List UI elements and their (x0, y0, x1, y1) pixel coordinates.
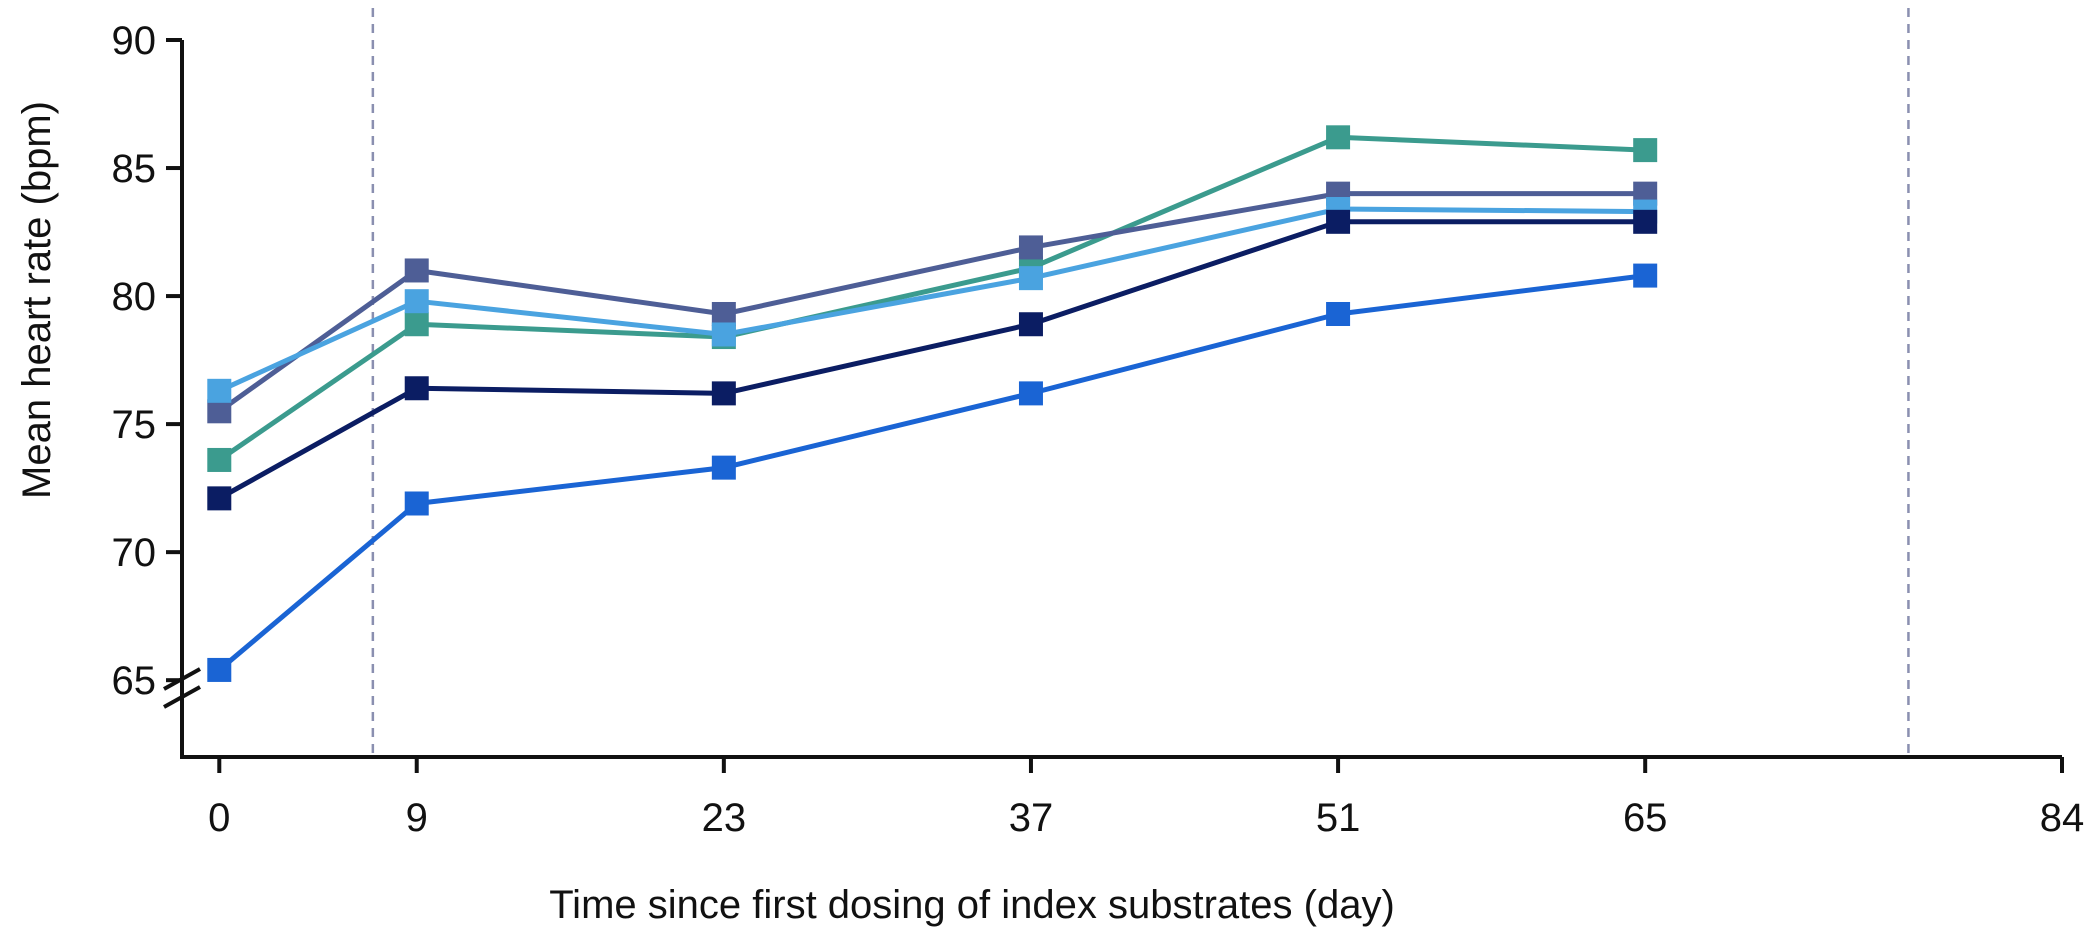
y-tick-label: 90 (112, 19, 157, 63)
series-3 (207, 209, 1658, 511)
data-point (404, 258, 429, 283)
data-point (1018, 312, 1043, 337)
x-tick-label: 37 (1009, 796, 1054, 840)
y-tick-label: 75 (112, 403, 157, 447)
y-axis-title: Mean heart rate (bpm) (15, 101, 59, 499)
series-line-0 (217, 134, 1646, 463)
data-point (207, 399, 232, 424)
series-line-3 (218, 219, 1646, 501)
y-tick-label: 80 (112, 275, 157, 319)
x-axis-title: Time since first dosing of index substra… (549, 883, 1395, 927)
data-point (711, 381, 736, 406)
series-0 (207, 125, 1658, 472)
data-point (404, 376, 429, 401)
data-point (207, 657, 232, 682)
data-point (1633, 209, 1658, 234)
axes: 65 70 75 80 85 90 0 9 23 37 51 65 84 (112, 19, 2085, 840)
series-4 (207, 263, 1658, 682)
x-tick-label: 0 (208, 796, 230, 840)
data-point (1326, 301, 1351, 326)
data-point (207, 378, 232, 403)
data-point (404, 312, 429, 337)
data-point (711, 301, 736, 326)
series-line-1 (217, 191, 1646, 414)
series-layer (207, 125, 1658, 682)
data-point (711, 455, 736, 480)
x-tick-label: 84 (2040, 796, 2085, 840)
reference-lines (371, 8, 1910, 757)
series-line-4 (217, 273, 1646, 672)
data-point (1018, 235, 1043, 260)
x-tick-label: 23 (702, 796, 747, 840)
data-point (404, 491, 429, 516)
data-point (1326, 209, 1351, 234)
data-point (711, 322, 736, 347)
x-tick-label: 65 (1623, 796, 1668, 840)
y-tick-label: 85 (112, 147, 157, 191)
x-tick-label: 9 (406, 796, 428, 840)
data-point (207, 447, 232, 472)
data-point (207, 486, 232, 511)
data-point (1326, 125, 1351, 150)
data-point (404, 289, 429, 314)
data-point (1633, 138, 1658, 163)
data-point (1018, 381, 1043, 406)
data-point (1018, 266, 1043, 291)
axis-break-mark-1 (163, 685, 201, 709)
x-tick-label: 51 (1316, 796, 1361, 840)
series-line-2 (218, 206, 1646, 394)
y-tick-label: 65 (112, 659, 157, 703)
data-point (1633, 263, 1658, 288)
y-tick-label: 70 (112, 531, 157, 575)
